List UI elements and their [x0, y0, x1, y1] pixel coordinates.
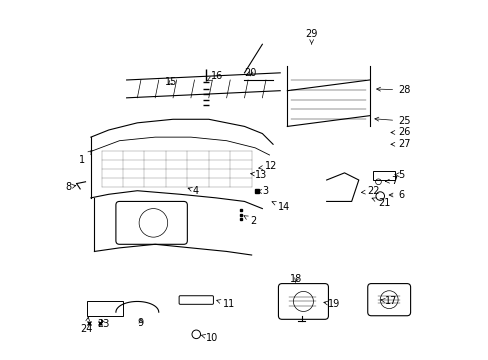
Text: 20: 20: [244, 68, 257, 78]
Text: 17: 17: [380, 296, 396, 306]
Text: 12: 12: [258, 161, 277, 171]
Text: 26: 26: [390, 127, 409, 138]
Bar: [87, 301, 123, 316]
Text: 22: 22: [361, 186, 380, 197]
Text: 6: 6: [388, 190, 404, 200]
Text: 25: 25: [374, 116, 410, 126]
Text: 7: 7: [385, 176, 396, 186]
Text: 21: 21: [371, 198, 390, 208]
Text: 16: 16: [207, 71, 223, 81]
Text: 14: 14: [271, 201, 290, 212]
Text: 19: 19: [323, 299, 340, 309]
Text: 13: 13: [250, 170, 267, 180]
Text: 29: 29: [305, 28, 317, 44]
Bar: [372, 171, 394, 180]
Text: 2: 2: [244, 216, 256, 226]
Text: 11: 11: [216, 299, 235, 309]
Text: 27: 27: [390, 139, 410, 149]
Text: 24: 24: [80, 317, 93, 334]
Text: 23: 23: [97, 319, 109, 329]
Text: 1: 1: [79, 150, 92, 165]
Text: 15: 15: [165, 77, 177, 87]
Text: 3: 3: [257, 186, 268, 197]
Text: 10: 10: [201, 333, 218, 343]
Text: 8: 8: [65, 182, 76, 192]
Text: 5: 5: [394, 170, 404, 180]
Text: 28: 28: [376, 85, 409, 95]
Text: 18: 18: [289, 274, 302, 284]
Text: 9: 9: [138, 318, 143, 328]
Text: 4: 4: [188, 186, 199, 196]
